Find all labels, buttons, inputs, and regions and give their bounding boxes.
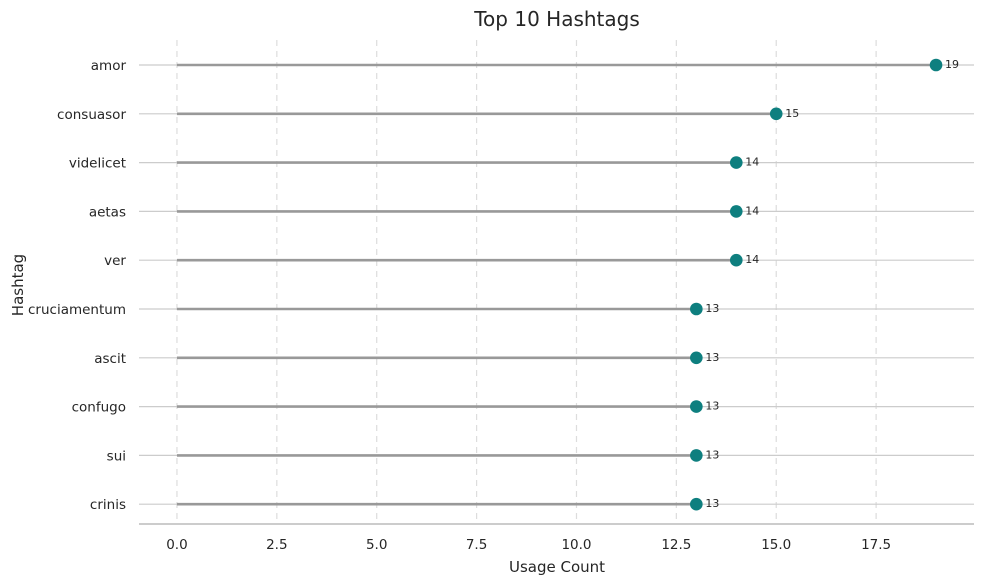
y-tick-label-videlicet: videlicet [69,156,126,172]
y-tick-labels: amor consuasor videlicet aetas ver cruciament… [28,58,126,513]
y-tick-label-crinis: crinis [90,497,126,513]
y-tick-label-amor: amor [91,58,127,74]
vertical-grid [176,40,877,524]
y-tick-label-aetas: aetas [89,204,126,220]
chart-title: Top 10 Hashtags [473,7,640,31]
data-label-videlicet: 14 [745,156,759,169]
x-tick-label: 10.0 [561,537,591,553]
marker-crinis [690,497,703,511]
x-tick-label: 15.0 [761,537,791,553]
x-tick-label: 5.0 [366,537,387,553]
y-tick-label-cruciamentum: cruciamentum [28,302,126,318]
y-tick-label-ascit: ascit [94,351,126,367]
x-tick-label: 7.5 [466,537,487,553]
y-tick-label-sui: sui [107,448,126,464]
stems [176,63,937,506]
horizontal-grid [139,64,974,505]
data-labels: 19 15 14 14 14 13 13 13 13 13 [705,58,959,510]
data-label-amor: 19 [945,58,959,71]
marker-videlicet [729,156,743,169]
data-label-consuasor: 15 [785,107,799,120]
marker-ver [729,253,743,267]
marker-ascit [690,351,703,365]
marker-sui [690,449,703,462]
x-tick-labels: 0.0 2.5 5.0 7.5 10.0 12.5 15.0 17.5 [166,537,891,553]
x-tick-label: 12.5 [661,537,691,553]
x-tick-label: 17.5 [861,537,891,553]
marker-consuasor [769,107,783,121]
data-label-cruciamentum: 13 [705,302,719,315]
data-label-ver: 14 [745,253,759,266]
y-tick-label-confugo: confugo [72,400,126,416]
marker-cruciamentum [690,302,703,316]
x-tick-label: 2.5 [266,537,287,553]
markers [690,58,943,511]
data-label-sui: 13 [705,448,719,461]
marker-amor [929,58,943,72]
marker-confugo [690,400,703,413]
y-axis-label: Hashtag [9,254,27,316]
x-axis-label: Usage Count [509,558,605,576]
marker-aetas [729,205,743,218]
x-tick-label: 0.0 [166,537,187,553]
y-tick-label-consuasor: consuasor [57,107,126,123]
data-label-aetas: 14 [745,204,759,217]
data-label-crinis: 13 [705,497,719,510]
y-tick-label-ver: ver [104,253,126,269]
data-label-ascit: 13 [705,351,719,364]
data-label-confugo: 13 [705,400,719,413]
